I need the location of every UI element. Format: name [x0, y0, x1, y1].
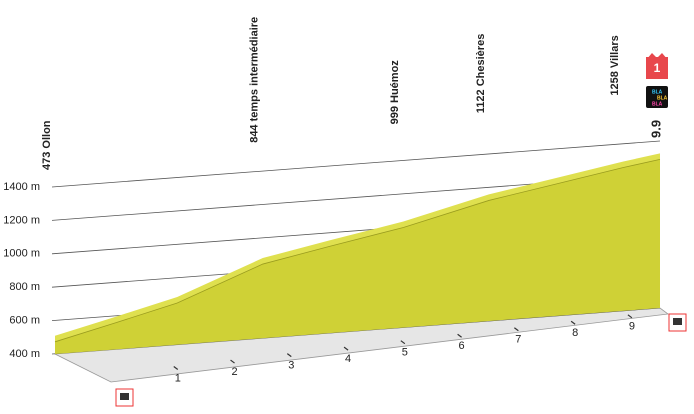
flag — [120, 393, 129, 400]
logo-text: BLA — [657, 95, 668, 101]
badge-peak — [646, 53, 668, 60]
distance-label: 9.9 — [648, 120, 663, 138]
x-tick — [230, 359, 235, 364]
x-tick-label: 2 — [231, 366, 237, 378]
finish-flag — [115, 313, 687, 407]
x-tick-label: 4 — [345, 353, 351, 365]
grid-line — [51, 140, 661, 188]
x-tick — [286, 353, 292, 358]
x-tick — [627, 314, 633, 319]
badge-box — [646, 57, 668, 79]
waypoint-label: 844 temps intermédiaire — [249, 17, 261, 143]
y-tick-label: 1000 m — [3, 248, 40, 260]
y-tick-label: 1200 m — [3, 214, 40, 226]
waypoint-label: 999 Huémoz — [389, 60, 401, 125]
flag — [673, 318, 682, 325]
x-tick — [457, 333, 462, 338]
profile-line — [54, 158, 661, 343]
x-tick — [570, 320, 576, 325]
profile-top — [55, 153, 660, 342]
x-tick — [343, 346, 349, 351]
waypoint-label: 1258 Villars — [609, 35, 621, 95]
x-tick — [514, 327, 519, 332]
logo-box — [646, 86, 668, 108]
waypoint-label: 473 Ollon — [41, 120, 53, 170]
x-tick-label: 3 — [288, 360, 294, 372]
waypoint-label: 1122 Chesières — [475, 34, 487, 114]
x-tick-label: 1 — [175, 372, 181, 384]
y-tick-label: 600 m — [9, 315, 40, 327]
badge-text: 1 — [654, 61, 661, 75]
x-tick-label: 9 — [629, 321, 635, 333]
logo: BLA BLA BLA — [646, 86, 668, 108]
x-tick-label: 6 — [459, 340, 465, 352]
x-tick-label: 7 — [515, 334, 521, 346]
y-tick-label: 1400 m — [3, 181, 40, 193]
climb-badge: 1 — [646, 53, 668, 79]
x-tick-label: 5 — [402, 347, 408, 359]
x-tick-label: 8 — [572, 327, 578, 339]
plot: 400 m 600 m 800 m 1000 m 1200 m 1400 m 1 2 3 4 5 6 7… — [3, 17, 670, 384]
x-tick — [173, 366, 179, 371]
logo-text: BLA — [652, 101, 663, 107]
y-tick-label: 400 m — [9, 348, 40, 360]
profile-area — [55, 159, 660, 354]
y-tick-label: 800 m — [9, 281, 40, 293]
logo-text: BLA — [652, 89, 663, 95]
x-tick — [400, 340, 406, 345]
